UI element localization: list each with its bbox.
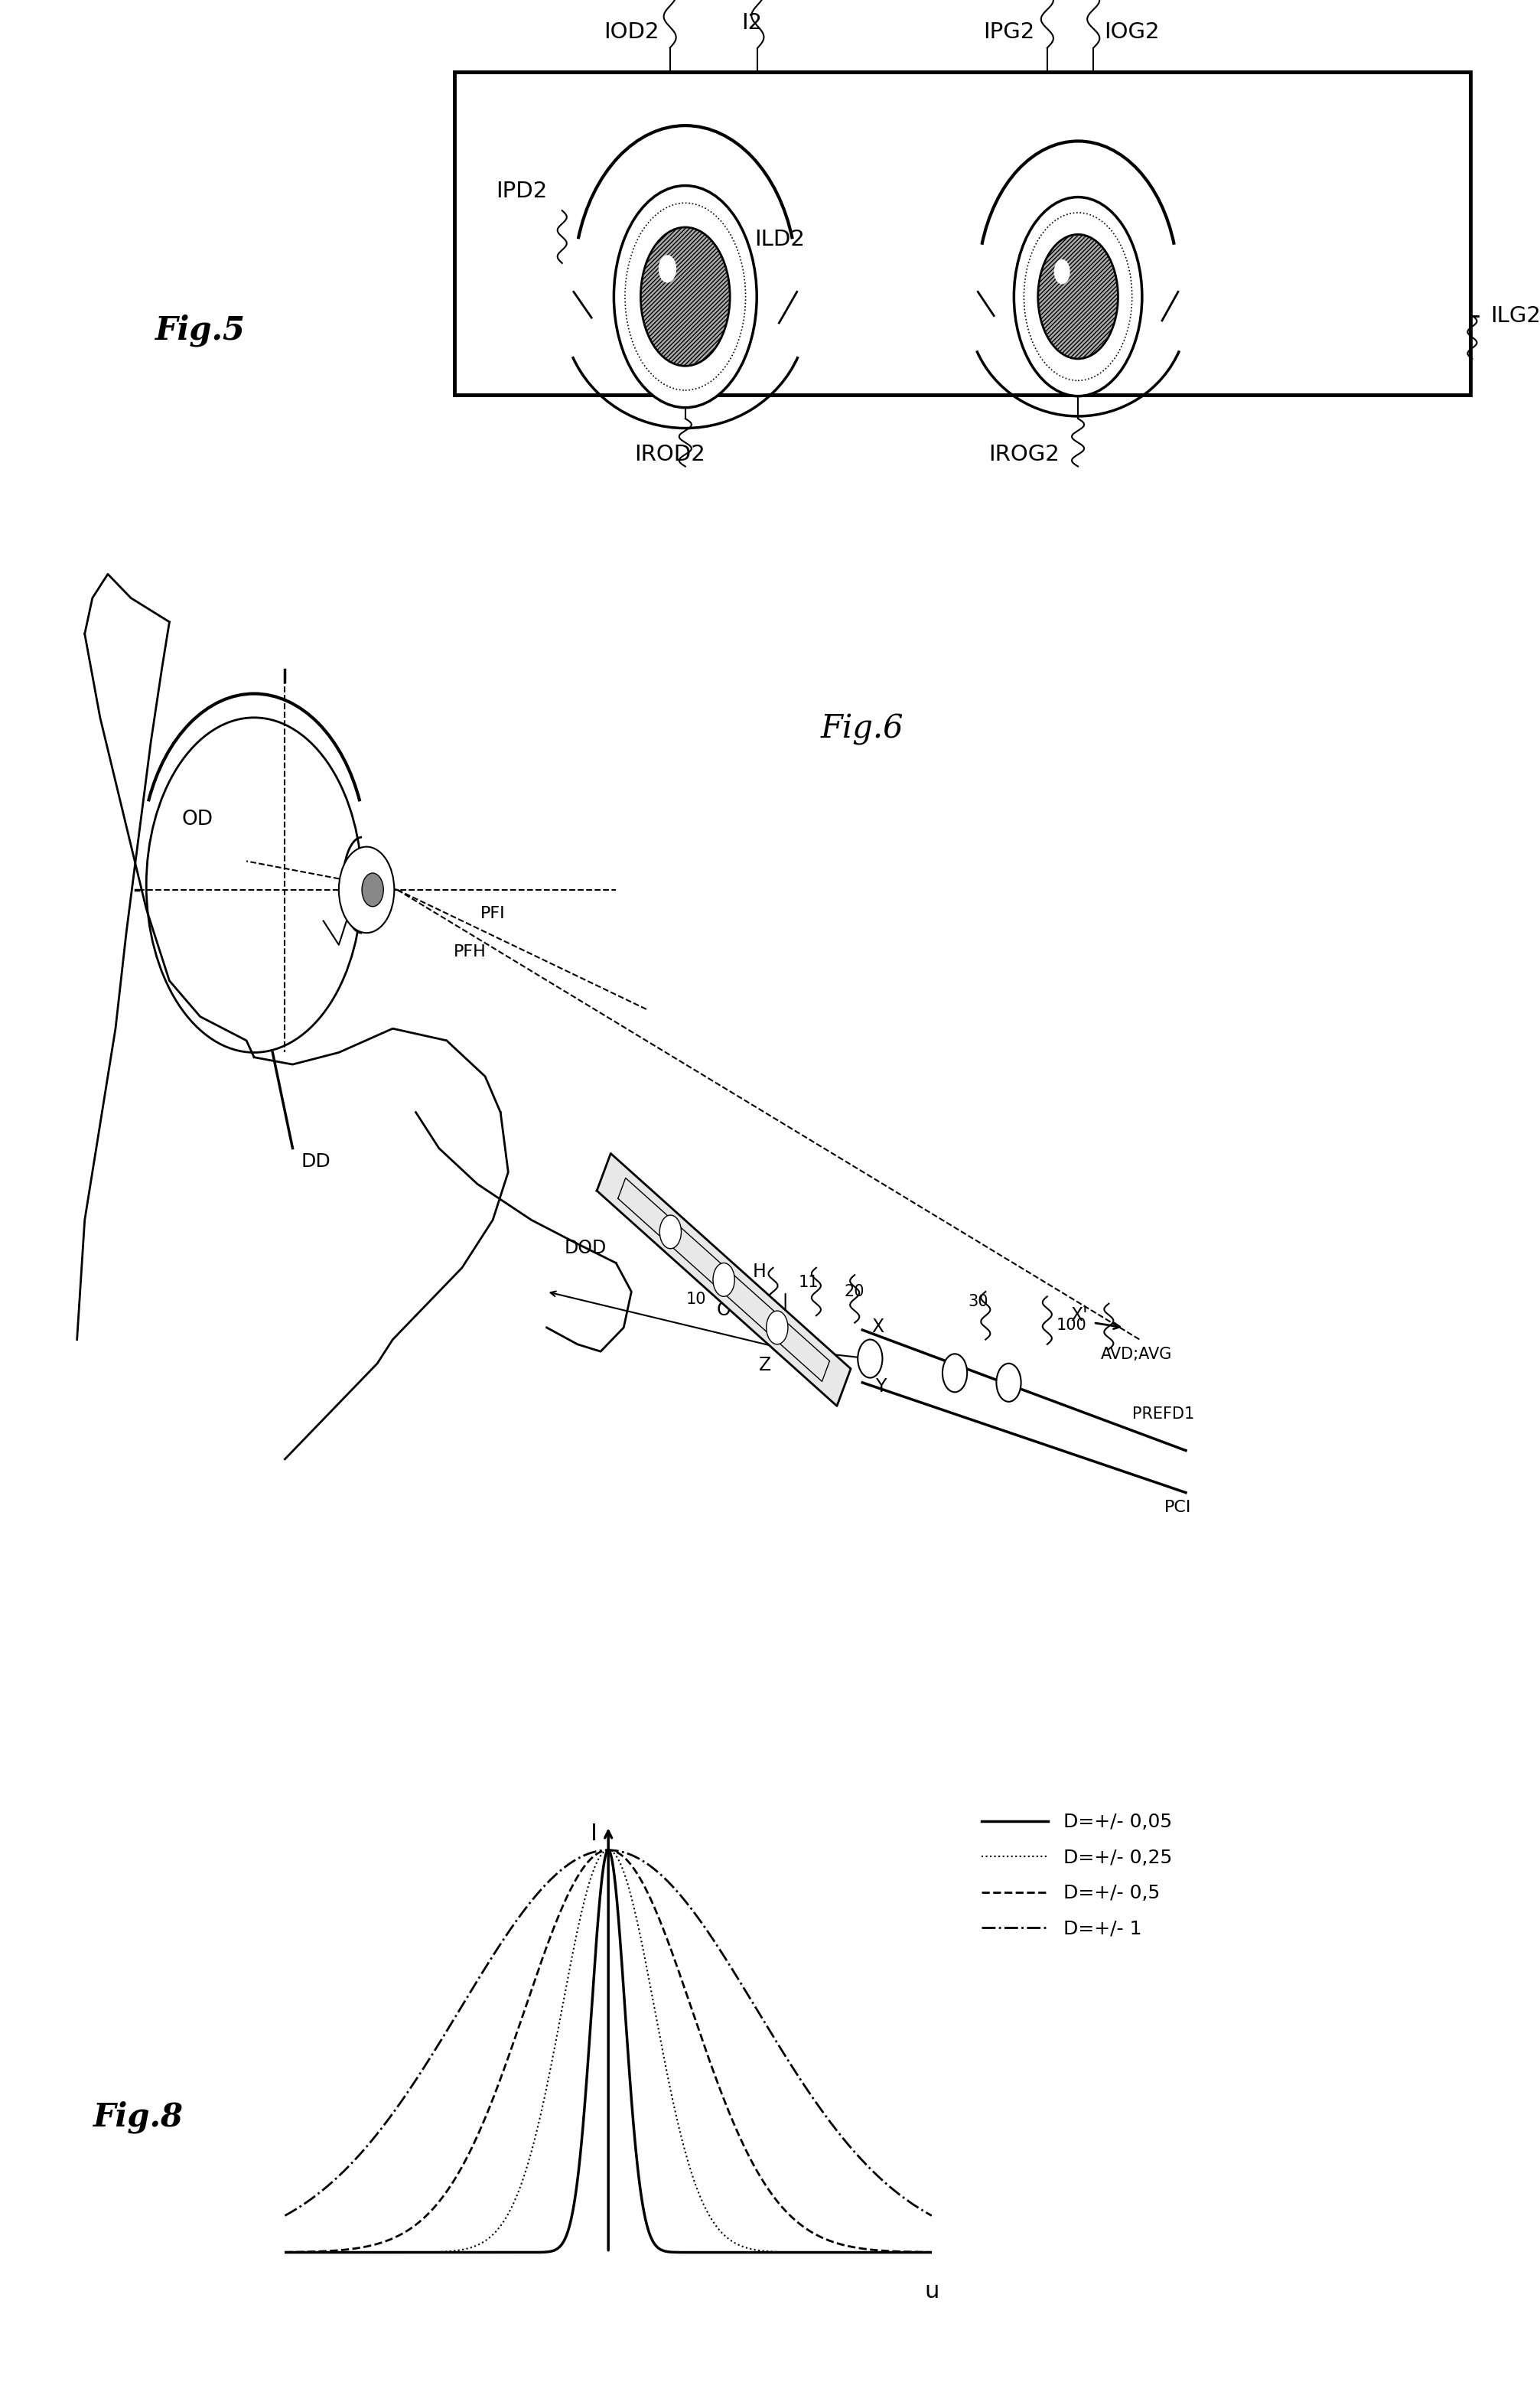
Circle shape [1013,196,1143,397]
Text: 30: 30 [967,1294,989,1308]
Text: Y: Y [875,1378,887,1397]
Circle shape [713,1263,735,1296]
Circle shape [146,718,362,1052]
Circle shape [1053,258,1070,285]
Bar [454,72,1471,395]
Text: u: u [924,2280,939,2303]
Polygon shape [598,1153,850,1406]
Text: IOG2: IOG2 [1104,22,1160,43]
Circle shape [858,1340,882,1378]
Text: 20: 20 [844,1285,865,1299]
Text: PCI: PCI [1164,1500,1192,1514]
Text: I: I [590,1823,598,1844]
Circle shape [339,847,394,933]
Text: I2: I2 [741,12,762,33]
Text: O: O [716,1301,731,1320]
Text: IROG2: IROG2 [989,445,1060,464]
Text: AVD;AVG: AVD;AVG [1101,1347,1172,1361]
Circle shape [641,227,730,366]
Circle shape [1038,234,1118,359]
Text: Fig.6: Fig.6 [821,713,904,746]
Text: IROD2: IROD2 [634,445,705,464]
Text: H: H [753,1263,765,1282]
Text: ILD2: ILD2 [755,230,805,249]
Text: Z: Z [759,1356,772,1375]
Circle shape [767,1311,788,1344]
Text: Fig.5: Fig.5 [156,313,245,347]
Circle shape [996,1363,1021,1402]
Text: 11: 11 [798,1275,819,1289]
Text: ILG2: ILG2 [1491,306,1540,325]
Text: PFH: PFH [453,945,487,959]
Circle shape [362,873,383,907]
Text: X': X' [1070,1306,1087,1325]
Legend: D=+/- 0,05, D=+/- 0,25, D=+/- 0,5, D=+/- 1: D=+/- 0,05, D=+/- 0,25, D=+/- 0,5, D=+/-… [973,1806,1180,1945]
Text: DD: DD [300,1153,331,1172]
Circle shape [659,256,676,282]
Text: PREFD1: PREFD1 [1132,1406,1194,1421]
Circle shape [614,187,756,407]
Circle shape [659,1215,681,1249]
Text: 10: 10 [685,1292,707,1306]
Circle shape [942,1354,967,1392]
Text: OD: OD [182,811,213,830]
Text: IPG2: IPG2 [983,22,1035,43]
Text: IOD2: IOD2 [604,22,659,43]
Text: Fig.8: Fig.8 [94,2100,183,2134]
Text: X: X [872,1318,884,1337]
Text: DOD: DOD [564,1239,607,1258]
Text: PFI: PFI [480,907,505,921]
Text: 100: 100 [1056,1318,1087,1332]
Text: IPD2: IPD2 [496,182,547,201]
